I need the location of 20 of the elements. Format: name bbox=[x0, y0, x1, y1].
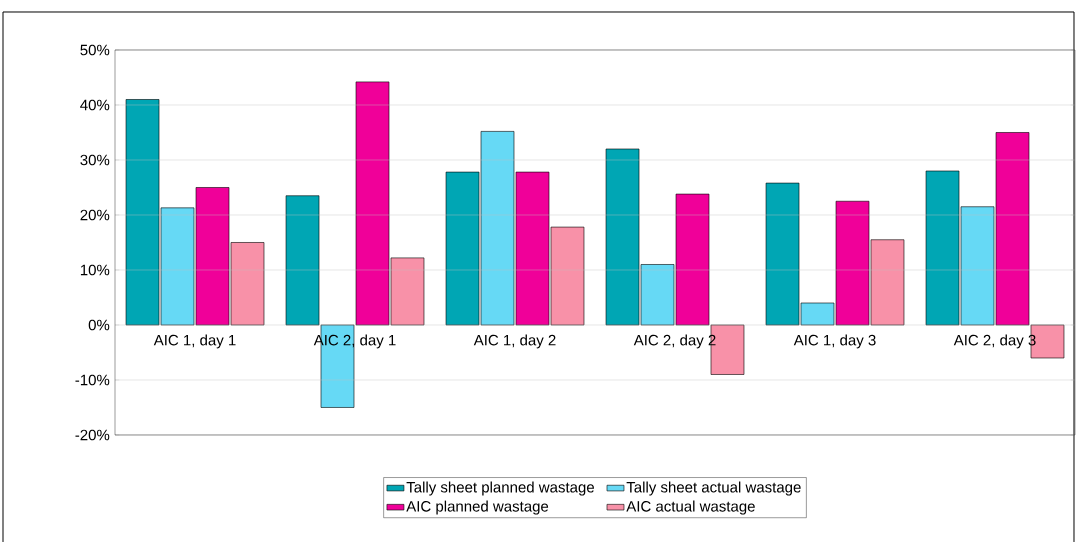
bar bbox=[1030, 324, 1065, 359]
bar bbox=[710, 324, 745, 375]
x-tick-label: AIC 1, day 2 bbox=[473, 334, 556, 349]
y-tick-label: 0% bbox=[88, 319, 110, 331]
y-tick-label: -20% bbox=[75, 429, 110, 441]
y-tick-label: 30% bbox=[80, 154, 110, 166]
y-tick-label: -10% bbox=[75, 374, 110, 386]
legend-label: Tally sheet actual wastage bbox=[626, 481, 801, 496]
x-tick-label: AIC 1, day 3 bbox=[793, 334, 876, 349]
x-tick-label: AIC 1, day 1 bbox=[153, 334, 236, 349]
legend-label: AIC actual wastage bbox=[626, 500, 755, 515]
x-tick-label: AIC 2, day 2 bbox=[633, 334, 716, 349]
x-tick-label: AIC 2, day 3 bbox=[953, 334, 1036, 349]
y-tick-label: 50% bbox=[80, 44, 110, 56]
bar bbox=[285, 195, 320, 326]
y-tick-label: 20% bbox=[80, 209, 110, 221]
legend-label: AIC planned wastage bbox=[406, 500, 549, 515]
y-tick-label: 10% bbox=[80, 264, 110, 276]
legend-label: Tally sheet planned wastage bbox=[406, 481, 594, 496]
y-tick-label: 40% bbox=[80, 99, 110, 111]
